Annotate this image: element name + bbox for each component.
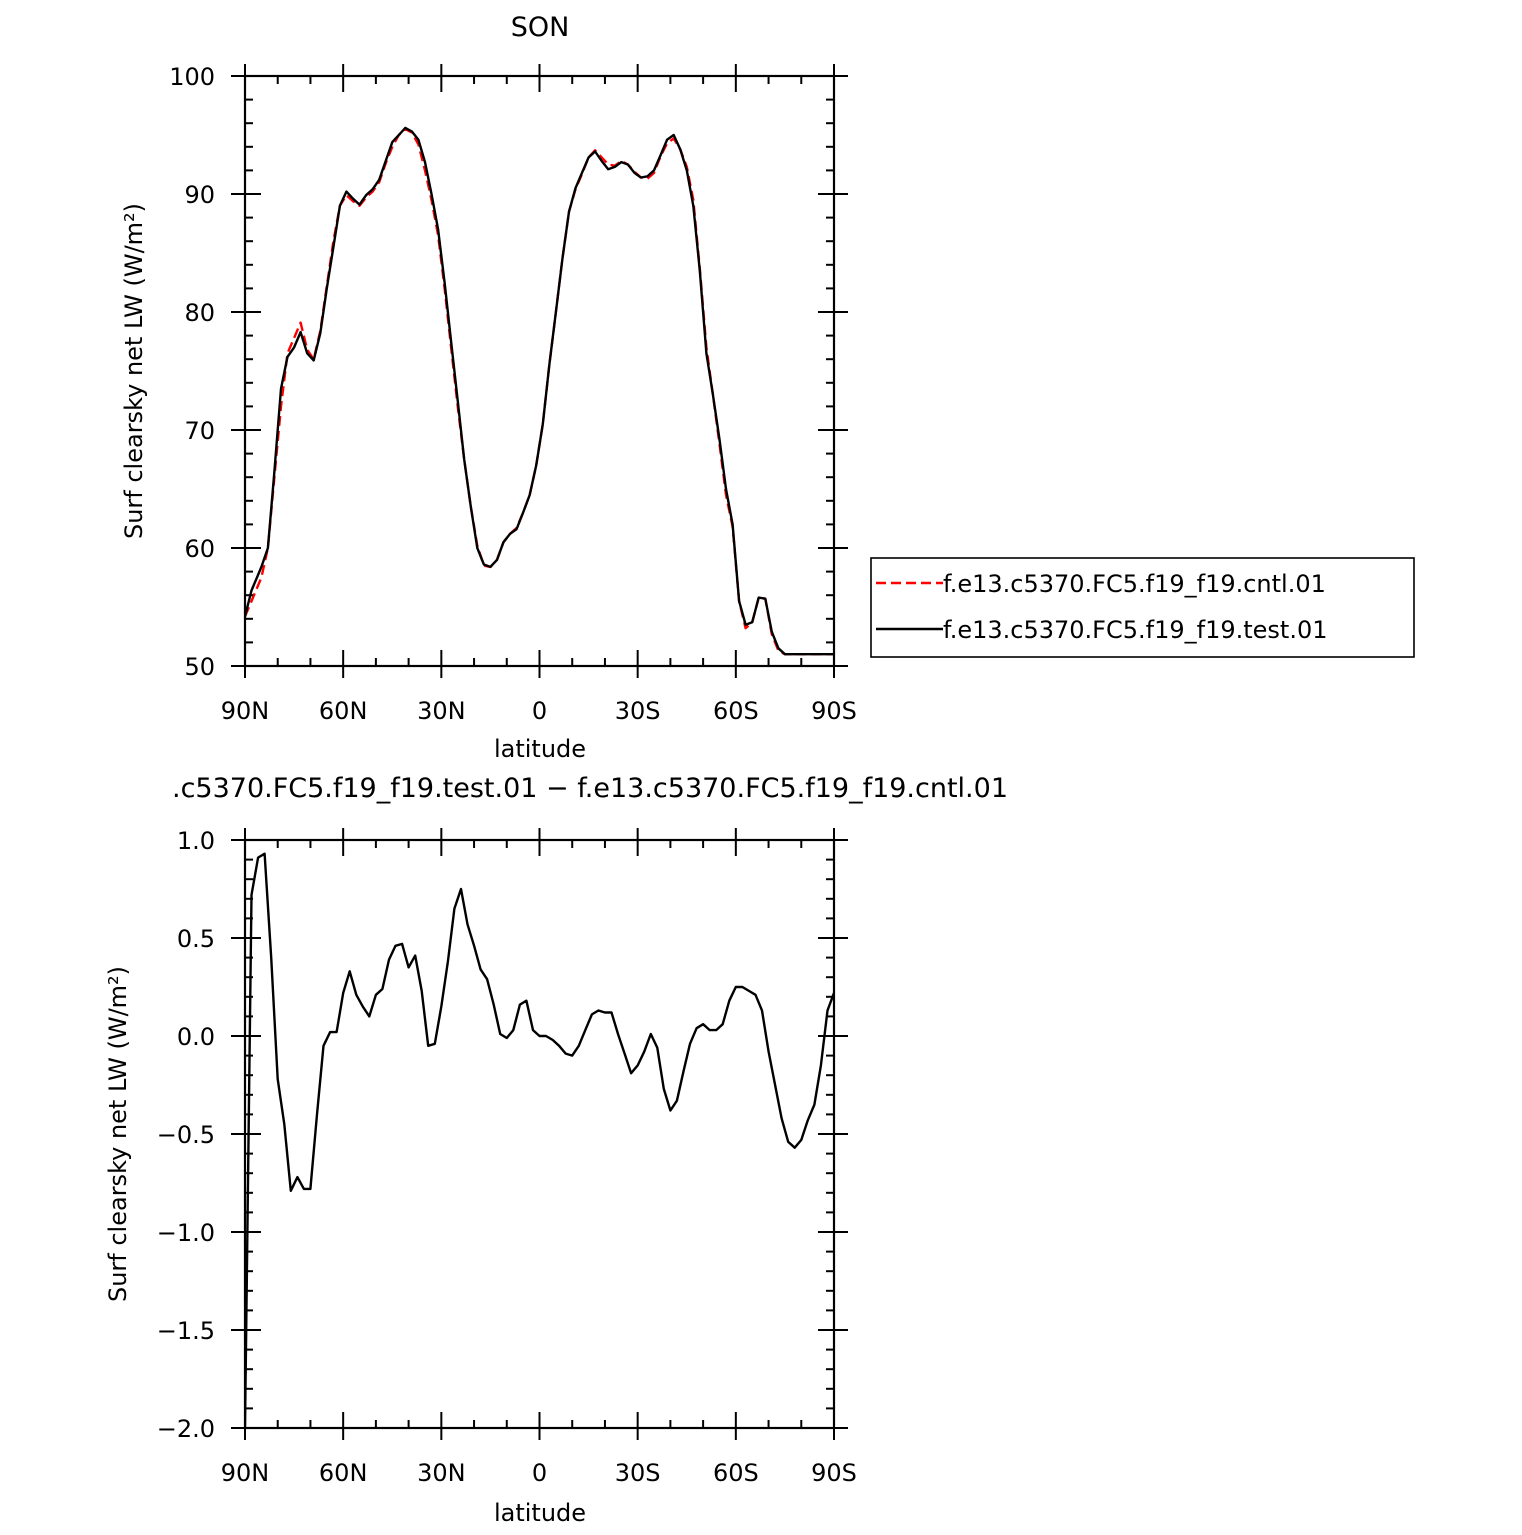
top-y-tick-label: 90	[184, 181, 215, 209]
top-x-tick-label: 60S	[713, 697, 759, 725]
top-y-tick-label: 80	[184, 299, 215, 327]
top-x-tick-label: 60N	[319, 697, 368, 725]
bottom-x-axis-label: latitude	[494, 1499, 586, 1527]
bottom-x-tick-label: 60S	[713, 1459, 759, 1487]
top-panel-title: SON	[511, 12, 570, 43]
top-x-axis-label: latitude	[494, 735, 586, 763]
bottom-x-tick-label: 30N	[417, 1459, 466, 1487]
bottom-y-tick-label: −1.5	[157, 1317, 215, 1345]
top-x-tick-label: 90S	[811, 697, 857, 725]
top-y-tick-label: 60	[184, 535, 215, 563]
bottom-panel: .c5370.FC5.f19_f19.test.01 − f.e13.c5370…	[104, 773, 1008, 1527]
top-plot-frame	[243, 74, 836, 668]
top-plot-area	[245, 126, 834, 656]
bottom-y-axis-label: Surf clearsky net LW (W/m²)	[104, 966, 132, 1302]
bottom-plot-frame	[243, 838, 836, 1430]
legend: f.e13.c5370.FC5.f19_f19.cntl.01 f.e13.c5…	[870, 557, 1415, 658]
bottom-x-tick-label: 60N	[319, 1459, 368, 1487]
bottom-x-tick-label: 90S	[811, 1459, 857, 1487]
legend-entry-test: f.e13.c5370.FC5.f19_f19.test.01	[943, 616, 1328, 644]
top-y-axis-label: Surf clearsky net LW (W/m²)	[120, 203, 148, 539]
bottom-plot-area	[245, 852, 834, 1428]
bottom-x-tick-label: 30S	[615, 1459, 661, 1487]
top-y-tick-label: 70	[184, 417, 215, 445]
bottom-y-tick-label: 0.5	[177, 925, 215, 953]
top-y-tick-label: 100	[169, 63, 215, 91]
top-series-line-1	[245, 126, 834, 656]
bottom-axis-ticks: 90N 60N 30N 0 30S 60S 90S −2.0 −1.5 −1.0 −0.5 0.0 0.…	[157, 827, 857, 1487]
top-panel: SON 90N 60N 30N 0 30S 60S 90S 50 60 70 80 90 100 lat…	[120, 12, 1415, 763]
bottom-y-tick-label: −1.0	[157, 1219, 215, 1247]
top-x-tick-label: 30S	[615, 697, 661, 725]
legend-box	[870, 557, 1415, 658]
top-x-tick-label: 30N	[417, 697, 466, 725]
bottom-y-tick-label: 0.0	[177, 1023, 215, 1051]
top-axis-ticks: 90N 60N 30N 0 30S 60S 90S 50 60 70 80 90 100	[169, 63, 857, 725]
bottom-series-line-0	[245, 852, 834, 1428]
bottom-x-tick-label: 90N	[221, 1459, 270, 1487]
top-x-tick-label: 90N	[221, 697, 270, 725]
top-series-line-0	[245, 127, 834, 656]
bottom-y-tick-label: 1.0	[177, 827, 215, 855]
bottom-y-tick-label: −2.0	[157, 1415, 215, 1443]
bottom-y-tick-label: −0.5	[157, 1121, 215, 1149]
bottom-x-tick-label: 0	[532, 1459, 547, 1487]
top-x-tick-label: 0	[532, 697, 547, 725]
top-y-tick-label: 50	[184, 653, 215, 681]
legend-entry-cntl: f.e13.c5370.FC5.f19_f19.cntl.01	[943, 570, 1326, 598]
bottom-panel-title: .c5370.FC5.f19_f19.test.01 − f.e13.c5370…	[172, 773, 1008, 804]
